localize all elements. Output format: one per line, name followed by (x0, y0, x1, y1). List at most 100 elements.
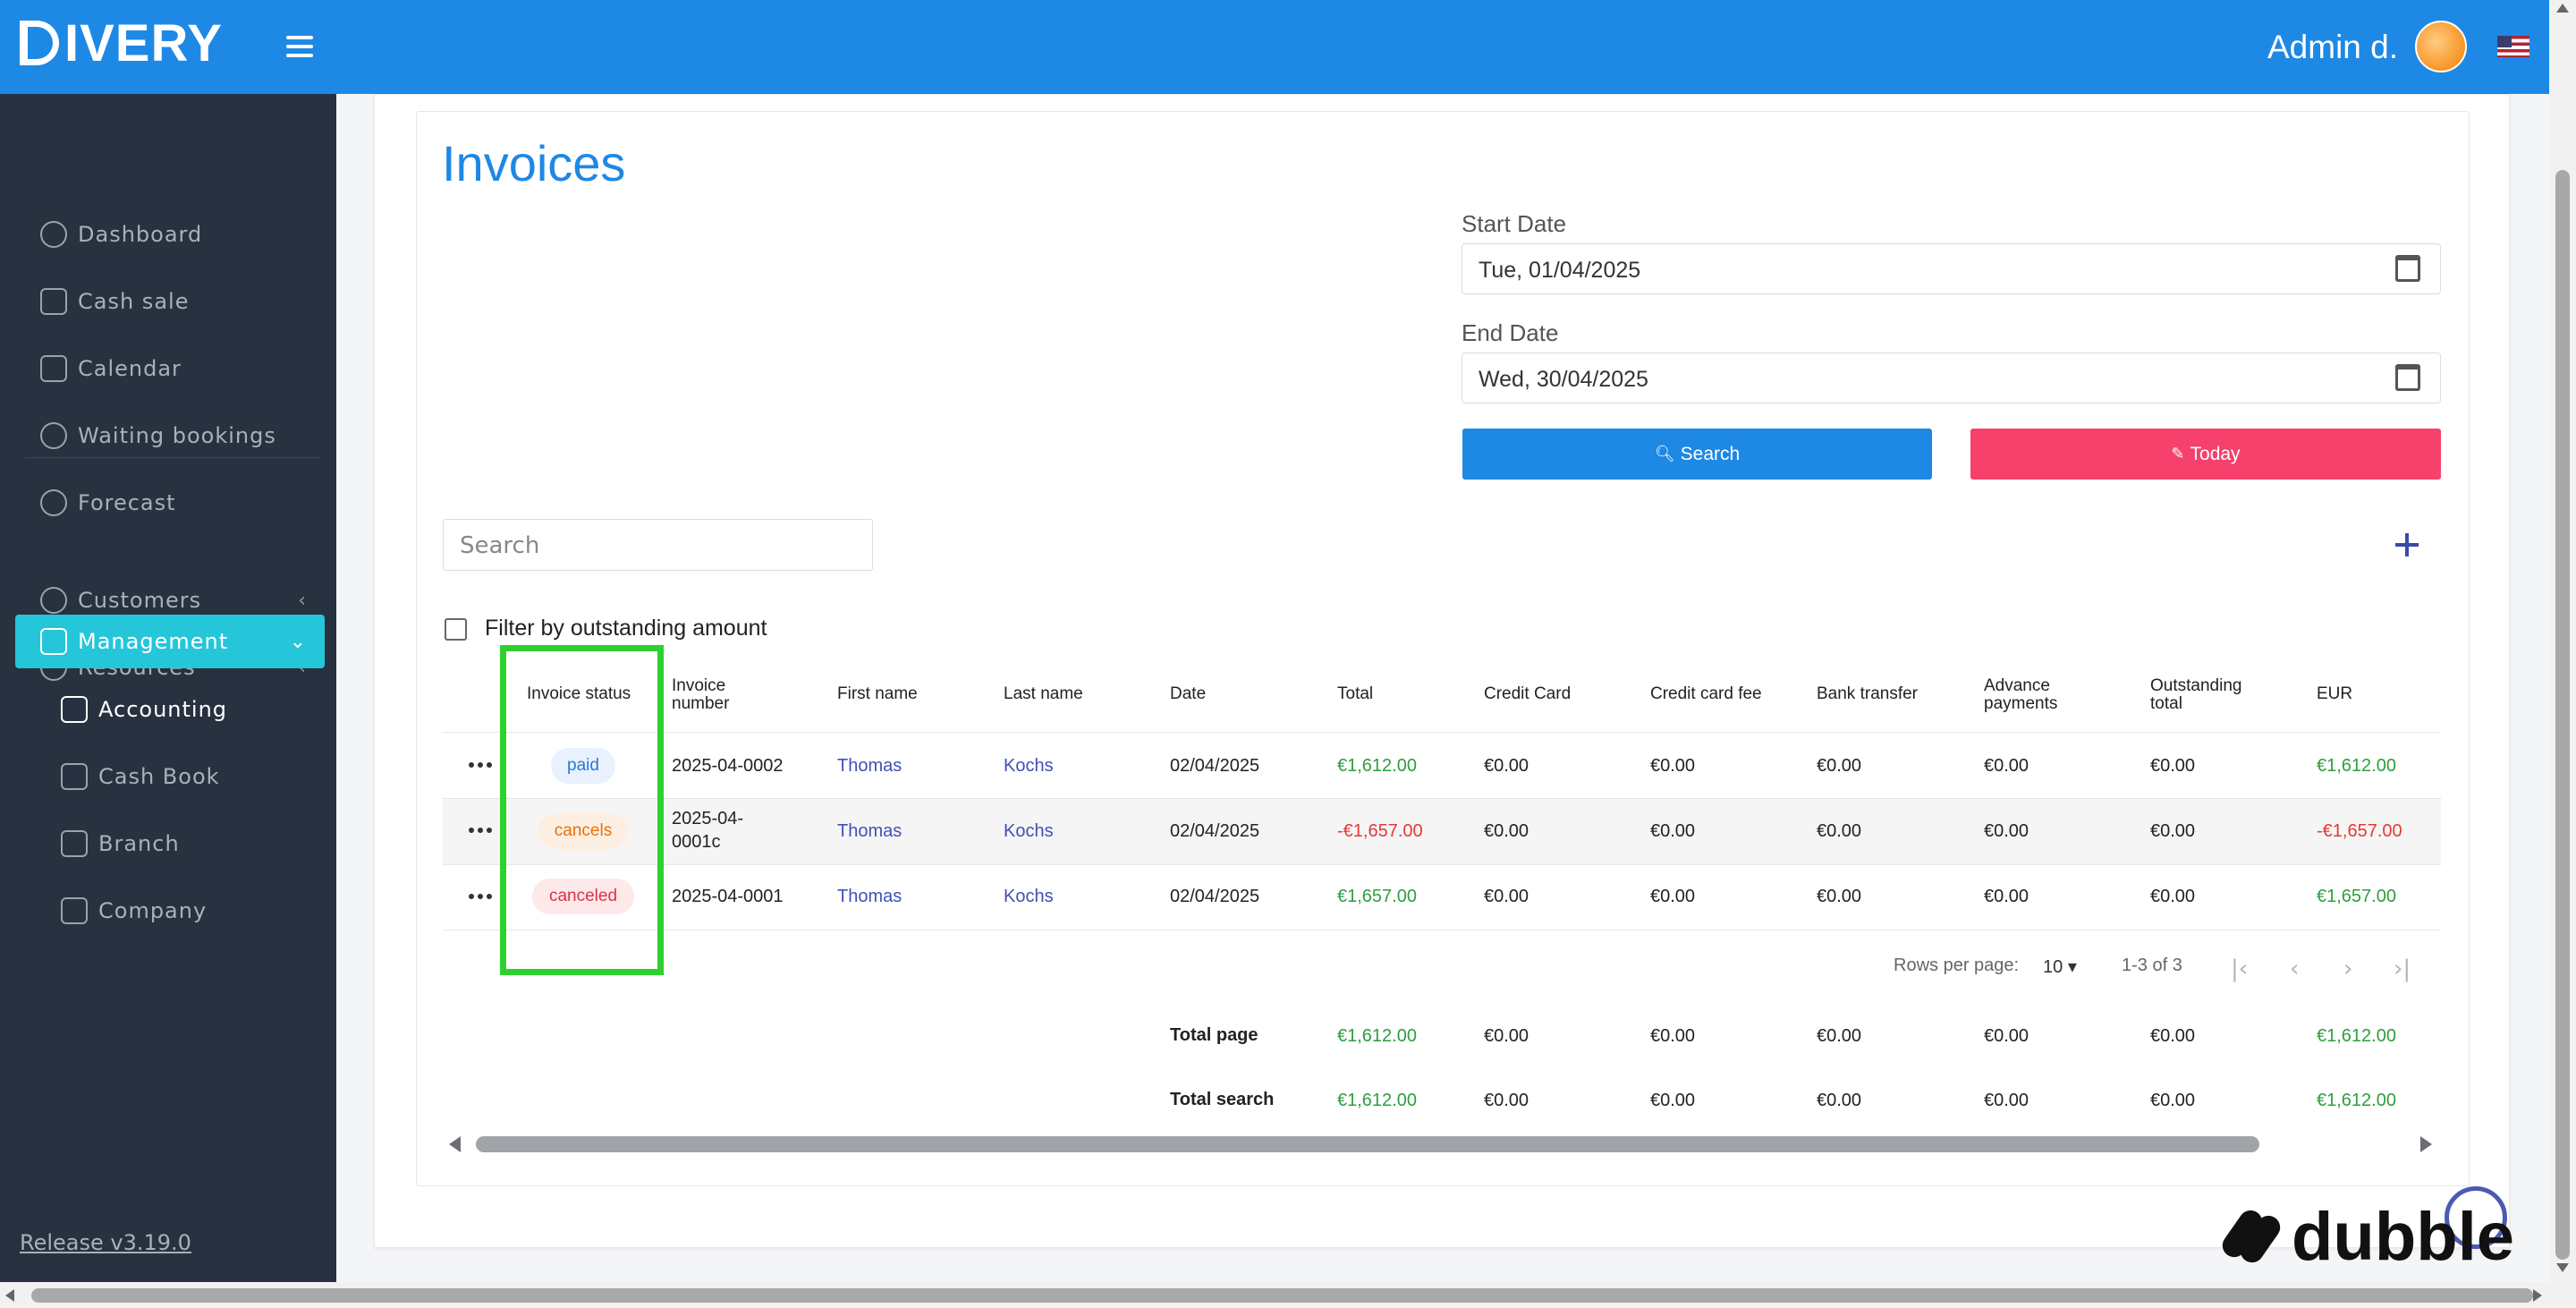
release-link[interactable]: Release v3.19.0 (20, 1230, 191, 1255)
header-credit-card-fee[interactable]: Credit card fee (1650, 684, 1762, 703)
row-divider (443, 798, 2441, 799)
scroll-right-icon[interactable] (2420, 1136, 2432, 1152)
invoices-card (416, 111, 2470, 1186)
start-date-label: Start Date (1462, 210, 1567, 237)
row-actions-icon[interactable] (469, 760, 492, 769)
invoice-date: 02/04/2025 (1170, 887, 1260, 906)
row-actions-icon[interactable] (469, 826, 492, 835)
sidebar-item-cash-sale[interactable]: Cash sale (15, 275, 325, 328)
header-invoice-status[interactable]: Invoice status (527, 684, 631, 703)
clock-icon (40, 422, 67, 449)
sidebar: Dashboard Cash sale Calendar Waiting boo… (0, 94, 336, 1282)
header-advance-payments-1[interactable]: Advance (1984, 676, 2050, 695)
map-pin-icon (40, 489, 67, 516)
calendar-icon[interactable] (2395, 255, 2420, 282)
sidebar-item-management[interactable]: Management ⌄ (15, 615, 325, 668)
sidebar-item-branch[interactable]: Branch (36, 817, 322, 871)
sidebar-item-customers[interactable]: Customers ‹ (15, 573, 325, 627)
sidebar-item-waiting-bookings[interactable]: Waiting bookings (15, 409, 325, 463)
rows-per-page-value: 10 (2043, 957, 2063, 977)
outstanding-total-amount: €0.00 (2150, 887, 2196, 906)
header-invoice-number-2[interactable]: number (672, 694, 730, 713)
total-search-advance: €0.00 (1984, 1091, 2029, 1110)
header-outstanding-total-1[interactable]: Outstanding (2150, 676, 2242, 695)
search-input[interactable]: Search (443, 519, 873, 571)
header-total[interactable]: Total (1337, 684, 1374, 703)
today-button-label: Today (2190, 443, 2241, 464)
chat-widget-icon[interactable] (2445, 1186, 2507, 1249)
scroll-left-icon[interactable] (5, 1289, 14, 1302)
search-button[interactable]: 🔍︎ Search (1462, 429, 1932, 480)
previous-page-icon[interactable]: ‹ (2290, 956, 2300, 982)
sidebar-item-forecast[interactable]: Forecast (15, 476, 325, 530)
search-button-label: Search (1680, 443, 1741, 464)
scroll-left-icon[interactable] (449, 1136, 461, 1152)
header-last-name[interactable]: Last name (1004, 684, 1083, 703)
sidebar-item-calendar[interactable]: Calendar (15, 342, 325, 395)
total-search-label: Total search (1170, 1090, 1275, 1109)
calendar-icon[interactable] (2395, 364, 2420, 391)
last-name-link[interactable]: Kochs (1004, 887, 1054, 906)
header-invoice-number-1[interactable]: Invoice (672, 676, 726, 695)
sidebar-item-cash-book[interactable]: Cash Book (36, 750, 322, 803)
first-name-link[interactable]: Thomas (837, 821, 902, 841)
users-icon (40, 587, 67, 614)
add-icon[interactable] (2394, 531, 2420, 558)
rows-per-page-select[interactable]: 10 ▾ (2043, 956, 2077, 978)
avatar[interactable] (2415, 21, 2467, 72)
total-search-credit-card-fee: €0.00 (1650, 1091, 1696, 1110)
first-page-icon[interactable]: |‹ (2231, 956, 2249, 982)
filter-outstanding-label: Filter by outstanding amount (485, 616, 767, 641)
sidebar-item-label: Cash Book (98, 764, 220, 789)
vertical-scrollbar[interactable] (2555, 170, 2570, 1260)
rows-per-page-label: Rows per page: (1894, 956, 2020, 975)
last-name-link[interactable]: Kochs (1004, 821, 1054, 841)
header-eur[interactable]: EUR (2317, 684, 2353, 703)
user-name[interactable]: Admin d. (2267, 29, 2399, 65)
today-button[interactable]: ✎ Today (1970, 429, 2441, 480)
calendar-icon (40, 355, 67, 382)
end-date-field[interactable]: Wed, 30/04/2025 (1462, 352, 2441, 403)
header-date[interactable]: Date (1170, 684, 1207, 703)
credit-card-amount: €0.00 (1484, 821, 1530, 841)
filter-outstanding-checkbox[interactable] (445, 618, 467, 641)
scroll-down-icon[interactable] (2556, 1263, 2569, 1272)
header-credit-card[interactable]: Credit Card (1484, 684, 1572, 703)
scroll-right-icon[interactable] (2533, 1289, 2542, 1302)
sidebar-item-company[interactable]: Company (36, 884, 322, 938)
end-date-label: End Date (1462, 319, 1559, 346)
header-advance-payments-2[interactable]: payments (1984, 694, 2058, 713)
dubble-logo-icon (2217, 1204, 2285, 1269)
invoice-total: €1,612.00 (1337, 756, 1417, 776)
header-first-name[interactable]: First name (837, 684, 918, 703)
total-page-credit-card: €0.00 (1484, 1026, 1530, 1046)
brand-logo[interactable]: IVERY (20, 14, 223, 72)
invoice-number: 2025-04-0002 (672, 756, 784, 776)
sidebar-item-dashboard[interactable]: Dashboard (15, 208, 325, 261)
header-bank-transfer[interactable]: Bank transfer (1817, 684, 1918, 703)
report-icon (40, 628, 67, 655)
status-badge: paid (551, 748, 615, 784)
status-badge: cancels (538, 813, 628, 849)
start-date-field[interactable]: Tue, 01/04/2025 (1462, 243, 2441, 294)
advance-payments-amount: €0.00 (1984, 887, 2029, 906)
row-actions-icon[interactable] (469, 892, 492, 901)
eur-amount: -€1,657.00 (2317, 821, 2402, 841)
header-outstanding-total-2[interactable]: total (2150, 694, 2182, 713)
speedometer-icon (40, 221, 67, 248)
last-name-link[interactable]: Kochs (1004, 756, 1054, 776)
table-row[interactable] (443, 799, 2441, 864)
us-flag-icon[interactable] (2497, 36, 2529, 57)
last-page-icon[interactable]: ›| (2394, 956, 2411, 982)
menu-toggle-icon[interactable] (286, 36, 313, 57)
first-name-link[interactable]: Thomas (837, 887, 902, 906)
next-page-icon[interactable]: › (2343, 956, 2353, 982)
sidebar-item-accounting[interactable]: Accounting (36, 683, 322, 736)
horizontal-scrollbar[interactable] (31, 1288, 2533, 1303)
scroll-up-icon[interactable] (2556, 4, 2569, 13)
credit-card-fee-amount: €0.00 (1650, 887, 1696, 906)
outstanding-total-amount: €0.00 (2150, 756, 2196, 776)
table-horizontal-scrollbar[interactable] (476, 1136, 2259, 1152)
first-name-link[interactable]: Thomas (837, 756, 902, 776)
invoice-total: -€1,657.00 (1337, 821, 1423, 841)
